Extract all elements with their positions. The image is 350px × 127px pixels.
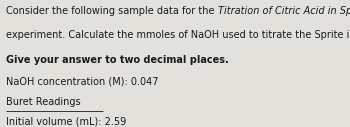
Text: Titration of Citric Acid in Sprite: Titration of Citric Acid in Sprite: [218, 6, 350, 16]
Text: NaOH concentration (M): 0.047: NaOH concentration (M): 0.047: [6, 76, 159, 86]
Text: experiment. Calculate the mmoles of NaOH used to titrate the Sprite in this tria: experiment. Calculate the mmoles of NaOH…: [6, 30, 350, 41]
Text: Buret Readings: Buret Readings: [6, 97, 81, 107]
Text: Initial volume (mL): 2.59: Initial volume (mL): 2.59: [6, 117, 127, 127]
Text: Consider the following sample data for the: Consider the following sample data for t…: [6, 6, 218, 16]
Text: Give your answer to two decimal places.: Give your answer to two decimal places.: [6, 55, 229, 65]
